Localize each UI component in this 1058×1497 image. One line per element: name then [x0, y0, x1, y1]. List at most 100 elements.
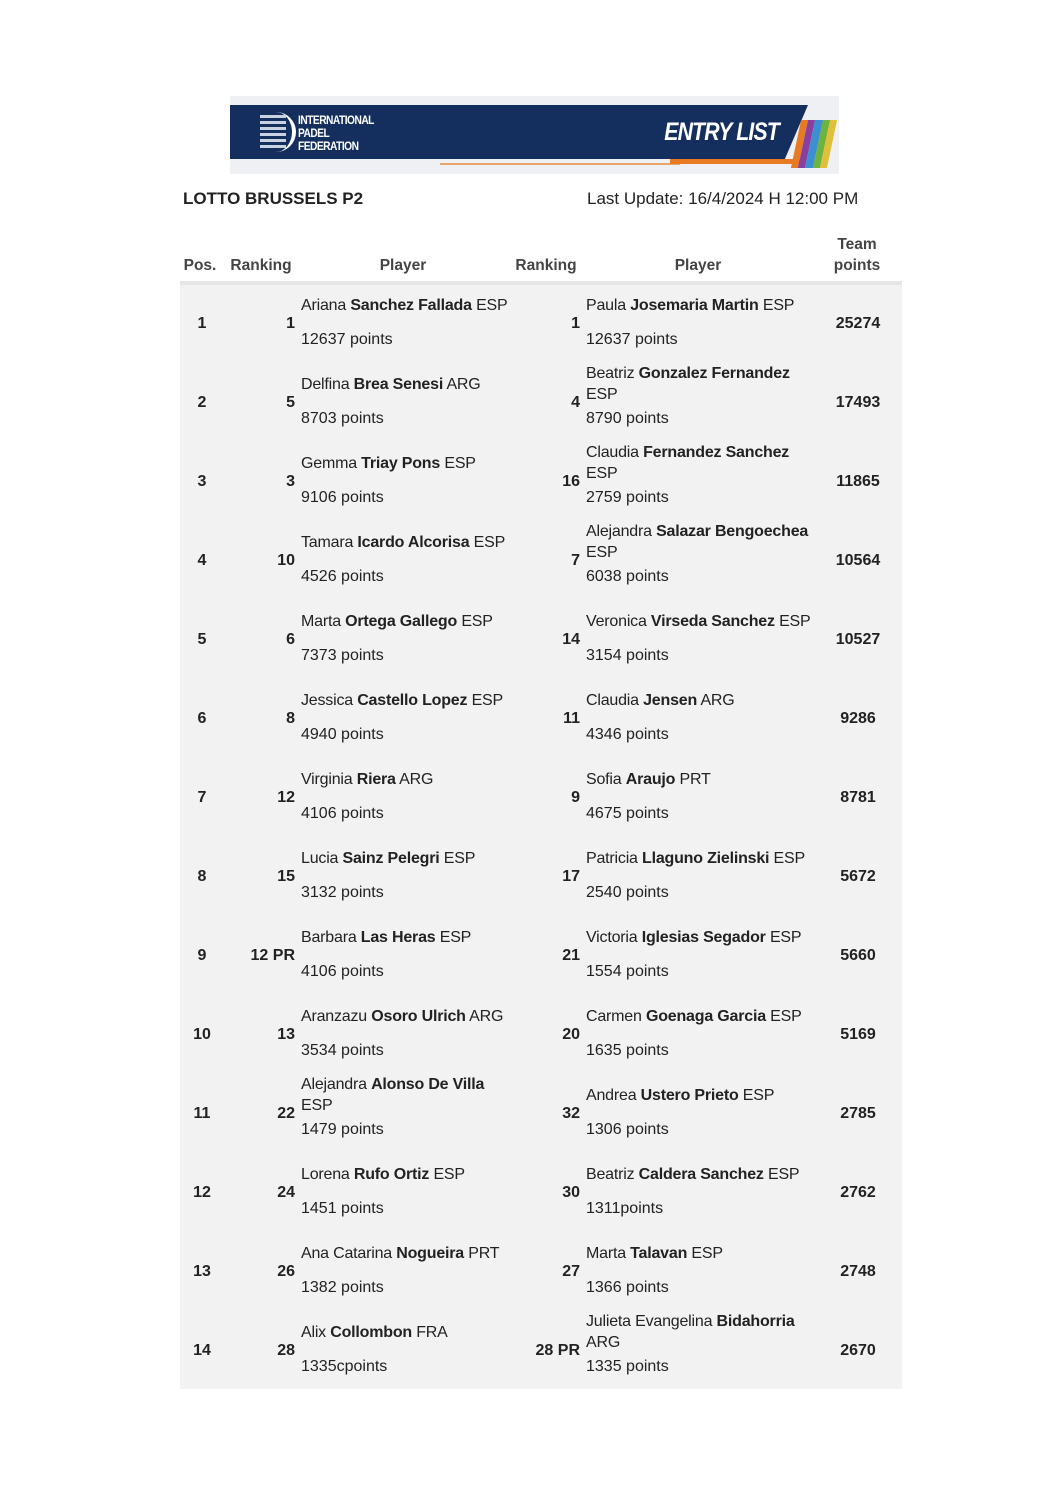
country-code: ESP — [586, 386, 618, 403]
player-name: Victoria Iglesias Segador ESP — [586, 915, 812, 959]
col-ranking-1: Ranking — [230, 257, 292, 274]
first-name: Alejandra — [586, 523, 652, 540]
country-code: ESP — [461, 612, 493, 630]
position: 7 — [197, 789, 207, 806]
first-name: Paula — [586, 296, 626, 314]
player-points: 12637 points — [586, 331, 678, 348]
country-code: ESP — [443, 849, 476, 867]
player-name: Julieta Evangelina Bidahorria ARG — [586, 1310, 812, 1354]
country-code: ESP — [586, 465, 618, 482]
player-points: 2540 points — [586, 884, 669, 901]
last-name: Caldera Sanchez — [638, 1165, 764, 1183]
player-name: Gemma Triay Pons ESP — [301, 441, 513, 485]
first-name: Gemma — [301, 454, 357, 472]
first-name: Alejandra — [301, 1076, 367, 1093]
player-points: 1366 points — [586, 1279, 669, 1296]
last-name: Jensen — [643, 691, 698, 709]
table-row: 14 28 Alix Collombon FRA 1335cpoints 28 … — [180, 1312, 902, 1391]
country-code: PRT — [679, 770, 711, 788]
last-name: Rufo Ortiz — [353, 1165, 430, 1183]
table-row: 9 12 PR Barbara Las Heras ESP 4106 point… — [180, 917, 902, 996]
player-name: Claudia Fernandez Sanchez ESP — [586, 441, 812, 485]
col-team-points: Team points — [833, 236, 881, 274]
ranking-1: 15 — [277, 868, 295, 885]
first-name: Marta — [586, 1244, 626, 1262]
last-name: Brea Senesi — [353, 375, 444, 393]
last-name: Virseda Sanchez — [650, 612, 775, 630]
team-points: 2748 — [840, 1263, 876, 1280]
player-cell: Beatriz Caldera Sanchez ESP 1311points — [586, 1152, 812, 1218]
first-name: Claudia — [586, 444, 639, 461]
player-cell: Delfina Brea Senesi ARG 8703 points — [301, 362, 513, 428]
player-points: 4106 points — [301, 963, 384, 980]
player-name: Lucia Sainz Pelegri ESP — [301, 836, 513, 880]
ranking-2: 1 — [571, 315, 580, 332]
last-name: Sanchez Fallada — [350, 296, 472, 314]
ranking-2: 20 — [562, 1026, 580, 1043]
ranking-2: 7 — [571, 552, 580, 569]
banner-accent-line — [440, 163, 680, 165]
country-code: ESP — [439, 928, 472, 946]
player-points: 1479 points — [301, 1121, 384, 1138]
country-code: ESP — [473, 533, 506, 551]
player-points: 8703 points — [301, 410, 384, 427]
position: 12 — [193, 1184, 211, 1201]
player-name: Marta Ortega Gallego ESP — [301, 599, 513, 643]
player-name: Ana Catarina Nogueira PRT — [301, 1231, 513, 1275]
table-row: 7 12 Virginia Riera ARG 4106 points 9 So… — [180, 759, 902, 838]
ranking-1: 8 — [286, 710, 295, 727]
player-cell: Ariana Sanchez Fallada ESP 12637 points — [301, 283, 513, 349]
team-points: 2762 — [840, 1184, 876, 1201]
first-name: Virginia — [301, 770, 353, 788]
player-name: Jessica Castello Lopez ESP — [301, 678, 513, 722]
player-cell: Carmen Goenaga Garcia ESP 1635 points — [586, 994, 812, 1060]
logo-line: PADEL — [298, 126, 330, 140]
country-code: FRA — [416, 1323, 448, 1341]
first-name: Ana Catarina — [301, 1244, 392, 1262]
table-row: 1 1 Ariana Sanchez Fallada ESP 12637 poi… — [180, 285, 902, 364]
ranking-2: 32 — [562, 1105, 580, 1122]
player-points: 4526 points — [301, 568, 384, 585]
country-code: ESP — [770, 1007, 802, 1025]
first-name: Aranzazu — [301, 1007, 367, 1025]
last-name: Salazar Bengoechea — [656, 523, 809, 540]
ranking-2: 14 — [562, 631, 580, 648]
last-name: Triay Pons — [361, 454, 441, 472]
first-name: Ariana — [301, 296, 347, 314]
player-name: Paula Josemaria Martin ESP — [586, 283, 812, 327]
position: 13 — [193, 1263, 211, 1280]
player-points: 3132 points — [301, 884, 384, 901]
first-name: Carmen — [586, 1007, 642, 1025]
player-name: Beatriz Caldera Sanchez ESP — [586, 1152, 812, 1196]
player-name: Delfina Brea Senesi ARG — [301, 362, 513, 406]
first-name: Sofia — [586, 770, 622, 788]
ranking-2: 4 — [571, 394, 580, 411]
first-name: Julieta Evangelina — [586, 1313, 713, 1330]
position: 1 — [197, 315, 207, 332]
country-code: ESP — [773, 849, 806, 867]
player-cell: Marta Talavan ESP 1366 points — [586, 1231, 812, 1297]
banner-accent-bar — [670, 159, 800, 164]
player-cell: Barbara Las Heras ESP 4106 points — [301, 915, 513, 981]
player-cell: Andrea Ustero Prieto ESP 1306 points — [586, 1073, 812, 1139]
last-name: Bidahorria — [716, 1313, 795, 1330]
ranking-2: 21 — [562, 947, 580, 964]
ranking-1: 10 — [277, 552, 295, 569]
entry-table: 1 1 Ariana Sanchez Fallada ESP 12637 poi… — [180, 285, 902, 1389]
team-points: 5169 — [840, 1026, 876, 1043]
first-name: Barbara — [301, 928, 357, 946]
col-player-2: Player — [674, 257, 722, 274]
player-cell: Victoria Iglesias Segador ESP 1554 point… — [586, 915, 812, 981]
player-name: Ariana Sanchez Fallada ESP — [301, 283, 513, 327]
player-cell: Beatriz Gonzalez Fernandez ESP 8790 poin… — [586, 362, 812, 428]
team-points: 8781 — [840, 789, 876, 806]
player-name: Claudia Jensen ARG — [586, 678, 812, 722]
ranking-2: 17 — [562, 868, 580, 885]
team-points: 17493 — [835, 394, 881, 411]
country-code: ESP — [301, 1097, 333, 1114]
player-cell: Veronica Virseda Sanchez ESP 3154 points — [586, 599, 812, 665]
player-name: Tamara Icardo Alcorisa ESP — [301, 520, 513, 564]
player-name: Virginia Riera ARG — [301, 757, 513, 801]
player-name: Patricia Llaguno Zielinski ESP — [586, 836, 812, 880]
first-name: Alix — [301, 1323, 326, 1341]
